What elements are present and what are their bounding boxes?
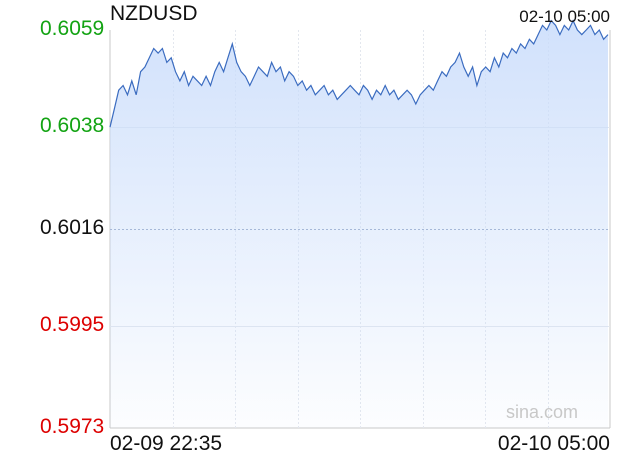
price-area-fill (110, 20, 608, 428)
x-tick-label: 02-09 22:35 (110, 432, 223, 455)
watermark: sina.com (506, 402, 579, 422)
chart-timestamp: 02-10 05:00 (519, 7, 610, 26)
y-tick-label: 0.6059 (40, 17, 105, 40)
chart-title: NZDUSD (110, 2, 198, 25)
y-tick-label: 0.5973 (40, 415, 105, 438)
price-line (109, 19, 609, 128)
y-tick-label: 0.5995 (40, 313, 105, 337)
y-tick-label: 0.6016 (40, 216, 105, 239)
y-tick-label: 0.6038 (40, 114, 105, 138)
x-tick-label: 02-10 05:00 (497, 432, 610, 455)
